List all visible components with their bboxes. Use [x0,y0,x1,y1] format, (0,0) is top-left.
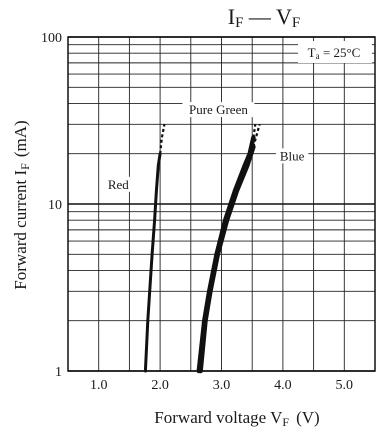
x-tick-label: 2.0 [151,378,169,393]
plot-area: 1 10 100 1.0 2.0 3.0 4.0 5.0 Ta = 25°C Red Pure Gr… [41,31,376,393]
y-tick-label: 10 [48,198,62,213]
condition-main: T [308,45,316,60]
y-axis-label-sub: F [18,163,32,170]
x-axis-label-unit: (V) [296,408,320,427]
y-tick-label: 100 [41,31,62,46]
series-label-bg [275,148,309,164]
condition-rest: = 25°C [320,45,361,60]
title-main: I [228,4,235,29]
series-line-blue [198,144,256,374]
series-label-bg [182,102,255,118]
x-tick-label: 4.0 [274,378,292,393]
x-tick-label: 3.0 [213,378,231,393]
condition-sub: a [316,51,320,61]
y-axis-label-unit: (mA) [11,120,30,157]
x-tick-label: 5.0 [336,378,354,393]
series-dashed-pure-green [252,124,257,138]
condition-text: Ta = 25°C [308,45,361,61]
x-axis-label-main: Forward voltage V [154,408,283,427]
x-tick-label: 1.0 [90,378,108,393]
title-dash: — V [243,4,292,29]
title-sub-f: F [235,15,243,31]
y-tick-label: 1 [55,365,62,380]
title-sub-f2: F [292,15,300,31]
y-axis-label-main: Forward current I [11,169,30,289]
y-axis-label: Forward current IF (mA) [11,120,32,289]
series-label: Blue [280,148,305,163]
series-label: Red [108,177,129,192]
plot-frame [67,36,376,372]
series-label: Pure Green [189,102,248,117]
series-dashed-blue [252,124,261,148]
series-label-bg [105,176,132,192]
x-axis-label: Forward voltage VF (V) [154,408,319,429]
condition-box [298,41,372,63]
chart-title: IF — VF [228,4,301,31]
series-line-red [143,152,162,373]
series-dashed-red [159,124,166,154]
x-axis-label-sub: F [282,415,289,429]
